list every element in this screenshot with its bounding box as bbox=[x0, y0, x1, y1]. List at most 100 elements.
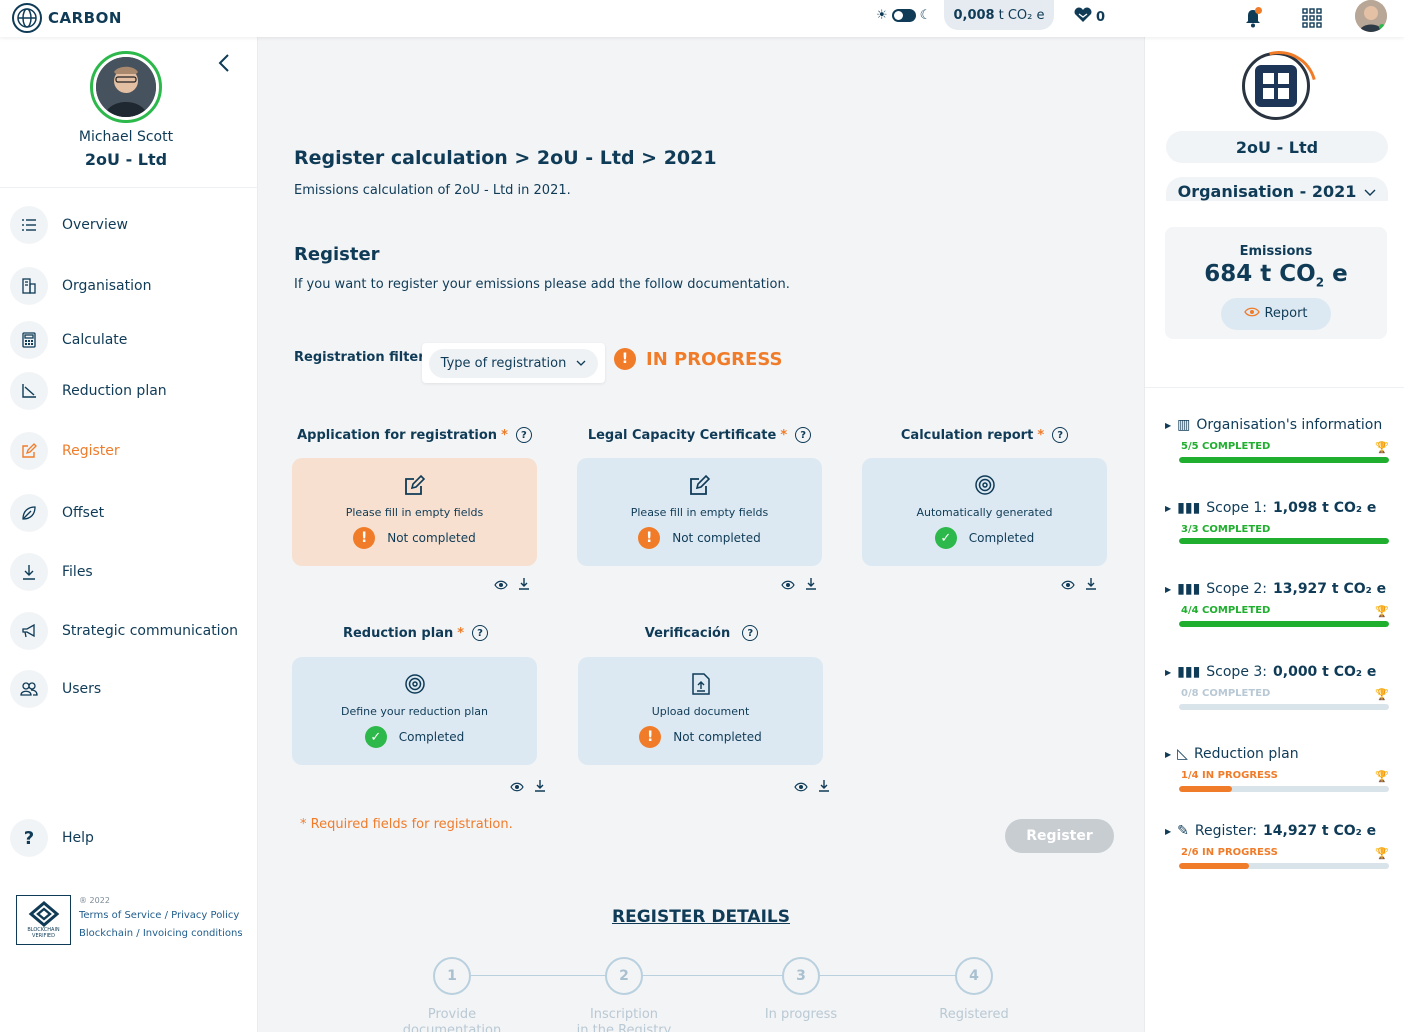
apps-grid-button[interactable] bbox=[1298, 4, 1326, 32]
question-icon: ? bbox=[10, 819, 48, 857]
brand[interactable]: CARBON bbox=[12, 3, 122, 33]
sidebar-item-users[interactable]: Users bbox=[10, 669, 101, 709]
progress-item[interactable]: ▶ ▮▮▮ Scope 1: 1,098 t CO₂ e 3/3 COMPLETED bbox=[1165, 500, 1389, 544]
emissions-card: Emissions 684 t CO2 e Report bbox=[1165, 227, 1387, 339]
view-icon[interactable] bbox=[494, 575, 508, 594]
help-label: Help bbox=[62, 830, 94, 846]
progress-status: 4/4 COMPLETED bbox=[1181, 605, 1271, 616]
profile-avatar[interactable] bbox=[1355, 0, 1387, 32]
view-icon[interactable] bbox=[781, 575, 795, 594]
download-icon[interactable] bbox=[534, 777, 546, 796]
collapse-sidebar-button[interactable] bbox=[217, 53, 233, 73]
user-org: 2oU - Ltd bbox=[84, 150, 168, 169]
filter-value: Type of registration bbox=[440, 355, 567, 371]
document-state: Not completed bbox=[387, 531, 476, 545]
help-circle-icon[interactable]: ? bbox=[472, 625, 489, 641]
sidebar: Michael Scott 2oU - Ltd Overview Organis… bbox=[0, 37, 258, 1032]
warning-icon: ! bbox=[353, 527, 376, 549]
user-name: Michael Scott bbox=[78, 129, 174, 145]
document-title: Verificación ? bbox=[578, 625, 825, 641]
document-card[interactable]: Define your reduction plan ✓ Completed bbox=[292, 657, 537, 765]
bar-chart-icon: ▮▮▮ bbox=[1177, 500, 1201, 516]
progress-title: ▶ ◺ Reduction plan bbox=[1165, 746, 1299, 762]
sidebar-item-reduction-plan[interactable]: Reduction plan bbox=[10, 371, 167, 411]
sidebar-item-offset[interactable]: Offset bbox=[10, 493, 104, 533]
sidebar-item-register[interactable]: Register bbox=[10, 431, 120, 471]
document-state: Not completed bbox=[673, 730, 762, 744]
organisation-logo[interactable] bbox=[1242, 52, 1310, 120]
help-circle-icon[interactable]: ? bbox=[742, 625, 759, 641]
document-state: Completed bbox=[398, 730, 465, 744]
building-icon: ▥ bbox=[1177, 417, 1191, 433]
terms-link[interactable]: Terms of Service / Privacy Policy bbox=[79, 910, 240, 921]
edit-icon bbox=[10, 432, 48, 470]
sidebar-item-calculate[interactable]: Calculate bbox=[10, 320, 127, 360]
blockchain-link[interactable]: Blockchain / Invoicing conditions bbox=[79, 928, 243, 939]
view-icon[interactable] bbox=[1061, 575, 1075, 594]
heart-handshake-icon bbox=[1073, 7, 1093, 27]
registration-filter-select[interactable]: Type of registration bbox=[422, 343, 605, 383]
document-card[interactable]: Automatically generated ✓ Completed bbox=[862, 458, 1107, 566]
warning-icon: ! bbox=[614, 348, 636, 370]
sidebar-item-organisation[interactable]: Organisation bbox=[10, 266, 151, 306]
sidebar-item-files[interactable]: Files bbox=[10, 552, 93, 592]
progress-item[interactable]: ▶ ▮▮▮ Scope 3: 0,000 t CO₂ e 0/8 COMPLETED 🏆 bbox=[1165, 664, 1389, 710]
caret-right-icon: ▶ bbox=[1165, 826, 1172, 836]
document-card[interactable]: Please fill in empty fields ! Not complet… bbox=[292, 458, 537, 566]
user-avatar[interactable] bbox=[90, 51, 162, 123]
divider bbox=[1145, 387, 1404, 388]
register-button[interactable]: Register bbox=[1005, 819, 1114, 853]
bar-chart-icon: ▮▮▮ bbox=[1177, 664, 1201, 680]
badge-top-text: BLOCKCHAIN bbox=[27, 927, 60, 933]
page-title: Register calculation > 2oU - Ltd > 2021 bbox=[294, 147, 717, 169]
register-details-title[interactable]: REGISTER DETAILS bbox=[611, 907, 790, 927]
status-text: IN PROGRESS bbox=[646, 348, 783, 370]
report-button[interactable]: Report bbox=[1221, 297, 1331, 330]
sidebar-item-overview[interactable]: Overview bbox=[10, 205, 128, 245]
org-name[interactable]: 2oU - Ltd bbox=[1166, 131, 1388, 163]
document-card[interactable]: Please fill in empty fields ! Not complet… bbox=[577, 458, 822, 566]
chart-slope-icon: ◺ bbox=[1177, 746, 1188, 762]
progress-bar bbox=[1179, 457, 1389, 463]
theme-toggle[interactable]: ☀ ☾ bbox=[876, 8, 931, 23]
help-circle-icon[interactable]: ? bbox=[795, 427, 812, 443]
help-circle-icon[interactable]: ? bbox=[515, 427, 532, 443]
progress-item[interactable]: ▶ ◺ Reduction plan 1/4 IN PROGRESS 🏆 bbox=[1165, 746, 1389, 792]
download-icon[interactable] bbox=[818, 777, 830, 796]
filter-label: Registration filter bbox=[294, 350, 425, 365]
view-icon[interactable] bbox=[510, 777, 524, 796]
co2-counter[interactable]: 0,008 t CO₂ e bbox=[944, 0, 1054, 30]
check-icon: ✓ bbox=[364, 726, 387, 748]
notifications-button[interactable] bbox=[1239, 4, 1267, 32]
right-panel: 2oU - Ltd Organisation - 2021 Emissions … bbox=[1144, 37, 1404, 1032]
download-icon[interactable] bbox=[1085, 575, 1097, 594]
document-message: Please fill in empty fields bbox=[345, 506, 484, 519]
help-button[interactable]: ? Help bbox=[10, 819, 94, 857]
sidebar-item-strategic-communication[interactable]: Strategic communication bbox=[10, 611, 238, 651]
sidebar-item-label: Overview bbox=[62, 217, 128, 233]
progress-item[interactable]: ▶ ▥ Organisation's information 5/5 COMPLETE… bbox=[1165, 417, 1389, 463]
donation-counter[interactable]: 0 bbox=[1058, 0, 1120, 34]
progress-bar bbox=[1179, 704, 1389, 710]
download-icon[interactable] bbox=[518, 575, 530, 594]
theme-switch[interactable] bbox=[891, 9, 916, 22]
document-card[interactable]: Upload document ! Not completed bbox=[578, 657, 823, 765]
sidebar-item-label: Reduction plan bbox=[62, 383, 167, 399]
progress-item[interactable]: ▶ ▮▮▮ Scope 2: 13,927 t CO₂ e 4/4 COMPLETED… bbox=[1165, 581, 1389, 627]
progress-title: ▶ ▮▮▮ Scope 3: 0,000 t CO₂ e bbox=[1165, 664, 1377, 680]
progress-bar bbox=[1179, 786, 1389, 792]
org-year-select[interactable]: Organisation - 2021 bbox=[1166, 177, 1388, 201]
view-icon[interactable] bbox=[794, 777, 808, 796]
trophy-icon: 🏆 bbox=[1375, 770, 1389, 783]
leaf-icon bbox=[10, 494, 48, 532]
list-icon bbox=[10, 206, 48, 244]
co2-unit: t CO₂ e bbox=[998, 7, 1045, 23]
step-2: 2 Inscription in the Registry bbox=[564, 957, 684, 1032]
stepper-line bbox=[471, 975, 975, 976]
download-icon[interactable] bbox=[805, 575, 817, 594]
progress-item[interactable]: ▶ ✎ Register: 14,927 t CO₂ e 2/6 IN PROGRES… bbox=[1165, 823, 1389, 869]
edit-icon: ✎ bbox=[1177, 823, 1189, 839]
target-icon bbox=[404, 671, 426, 697]
divider bbox=[0, 187, 258, 188]
help-circle-icon[interactable]: ? bbox=[1052, 427, 1069, 443]
